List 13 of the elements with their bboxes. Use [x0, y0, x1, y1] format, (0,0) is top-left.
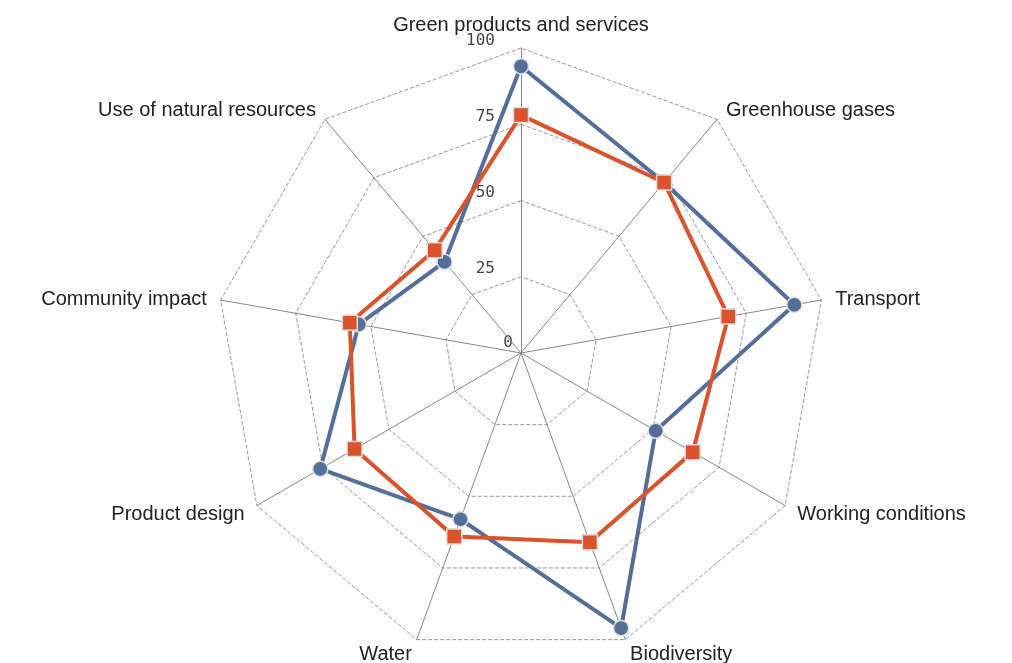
spoke-label: Community impact — [41, 286, 208, 309]
spoke-label: Working conditions — [797, 501, 966, 524]
spoke-label: Biodiversity — [630, 641, 733, 663]
y-tick-label: 75 — [475, 105, 495, 125]
y-tick-label: 50 — [475, 182, 495, 201]
spoke-label: Product design — [111, 501, 245, 524]
spoke-label: Greenhouse gases — [726, 97, 896, 120]
spoke-label: Green products and services — [393, 13, 649, 35]
spoke-label: Use of natural resources — [98, 97, 316, 120]
spoke-label: Water — [359, 641, 413, 663]
y-tick-label: 25 — [475, 258, 495, 278]
y-tick-label: 0 — [503, 331, 513, 351]
spoke-label: Transport — [835, 286, 921, 309]
